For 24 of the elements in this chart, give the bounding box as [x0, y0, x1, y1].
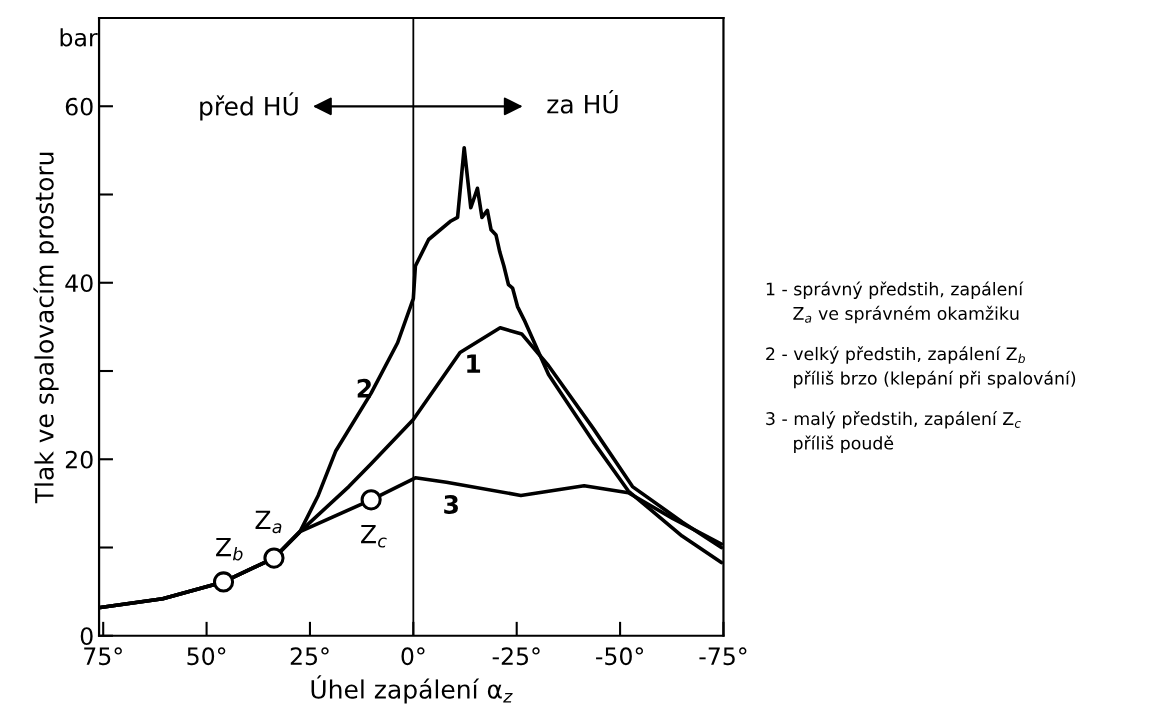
x-tick-label: 50° [187, 647, 226, 666]
annotation: 3 [444, 494, 458, 514]
text: 1 - správný předstih, zapálení Z$_{a}$ ve správném okamžiku [766, 281, 1024, 324]
annotation: 1 [467, 354, 481, 373]
annotation: Z$_{b}$ [216, 537, 243, 561]
x-tick-label: -75° [699, 647, 747, 666]
x-tick-label: -25° [492, 647, 540, 666]
x-tick-label: 75° [84, 647, 122, 666]
y-tick-label: 0 [80, 627, 93, 646]
annotation: za HÚ [547, 90, 618, 114]
x-axis-title: Úhel zapálení α$_{z}$ [311, 675, 513, 704]
x-tick-label: -50° [596, 647, 644, 666]
y-tick-label: 60 [65, 97, 93, 116]
annotation: před HÚ [200, 92, 298, 121]
text: 3 - malý předstih, zapálení Z$_{c}$ příliš poudě [766, 411, 1021, 453]
y-tick-label: 40 [65, 274, 93, 293]
annotation: Z$_{c}$ [361, 524, 387, 548]
annotation: Z$_{a}$ [255, 510, 282, 534]
y-axis-title: Tlak ve spalovacím prostoru [33, 152, 59, 504]
x-tick-label: 0° [401, 647, 425, 666]
x-tick-label: 25° [290, 647, 329, 666]
text: 2 - velký předstih, zapálení Z$_{b}$ příliš brzo (klepání při spalování) [766, 346, 1076, 389]
text: bar [60, 28, 98, 47]
y-tick-label: 20 [65, 450, 93, 469]
